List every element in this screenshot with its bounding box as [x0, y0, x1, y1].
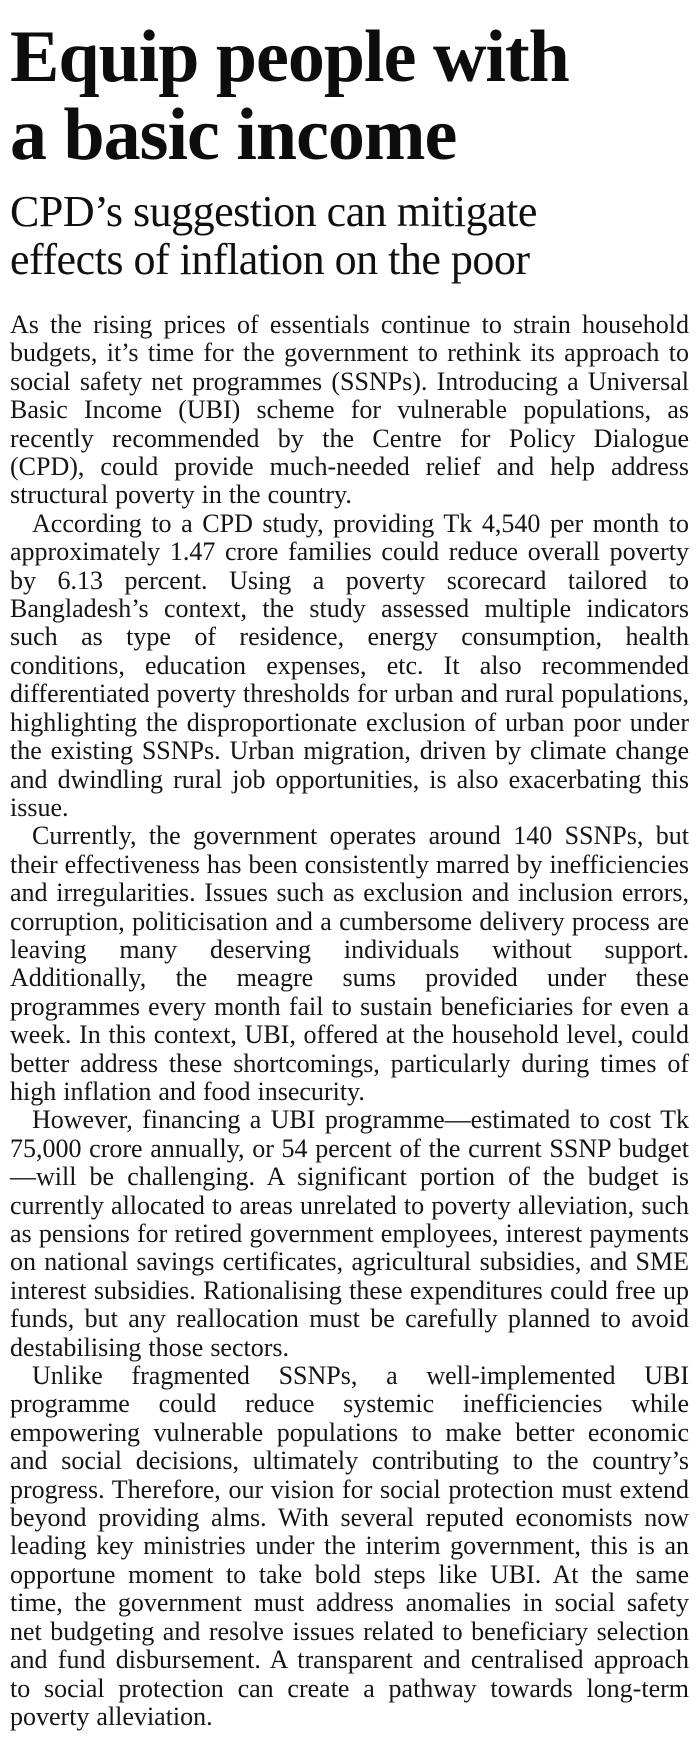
article-paragraph-5: Unlike fragmented SSNPs, a well-implemen…	[10, 1361, 689, 1731]
headline: Equip people with a basic income	[10, 18, 689, 174]
article-paragraph-4: However, financing a UBI programme—estim…	[10, 1105, 689, 1362]
article-paragraph-2: According to a CPD study, providing Tk 4…	[10, 508, 689, 822]
subheadline-line-2: effects of inflation on the poor	[10, 235, 530, 284]
subheadline-line-1: CPD’s suggestion can mitigate	[10, 187, 537, 236]
article-paragraph-1: As the rising prices of essentials conti…	[10, 310, 689, 510]
article-paragraph-3: Currently, the government operates aroun…	[10, 821, 690, 1106]
headline-line-2: a basic income	[10, 94, 457, 176]
headline-line-1: Equip people with	[10, 16, 570, 98]
subheadline: CPD’s suggestion can mitigate effects of…	[10, 188, 689, 284]
article-body: As the rising prices of essentials conti…	[10, 310, 690, 1731]
